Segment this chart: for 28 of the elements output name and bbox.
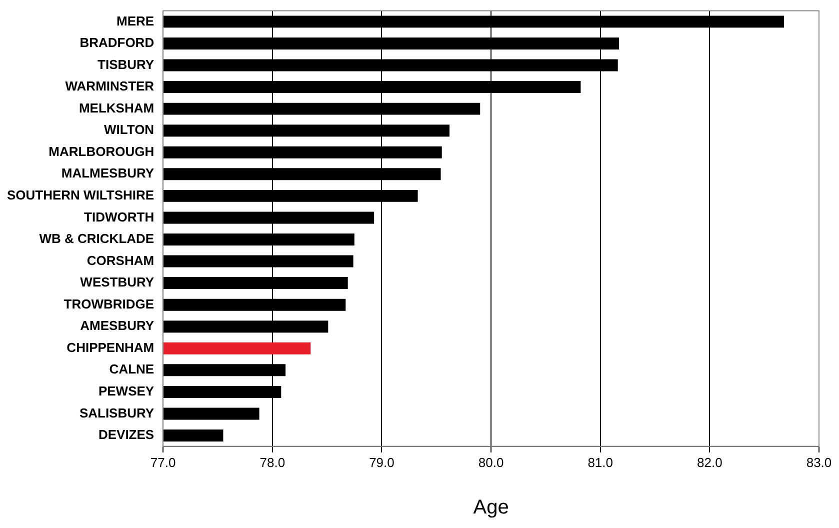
y-tick-label: MARLBOROUGH bbox=[48, 144, 154, 159]
y-tick-label: WESTBURY bbox=[80, 274, 154, 290]
x-axis-title: Age bbox=[473, 496, 509, 519]
x-tick-label: 82.0 bbox=[697, 454, 722, 470]
y-tick-label: WARMINSTER bbox=[65, 78, 155, 94]
x-tick-label: 81.0 bbox=[588, 454, 614, 470]
y-tick-label: WILTON bbox=[104, 122, 154, 138]
y-tick-label: WB & CRICKLADE bbox=[39, 231, 154, 246]
y-tick-label: MELKSHAM bbox=[78, 100, 154, 116]
y-tick-label: DEVIZES bbox=[98, 427, 154, 442]
y-tick-label: PEWSEY bbox=[98, 384, 154, 399]
y-tick-label: CORSHAM bbox=[86, 252, 154, 268]
x-tick-label: 78.0 bbox=[260, 454, 286, 470]
y-tick-label: AMESBURY bbox=[80, 318, 154, 334]
y-tick-label: CHIPPENHAM bbox=[66, 340, 154, 355]
y-tick-label: BRADFORD bbox=[80, 35, 154, 50]
x-tick-label: 83.0 bbox=[806, 454, 832, 470]
y-tick-label: TROWBRIDGE bbox=[64, 296, 154, 312]
x-tick-label: 80.0 bbox=[478, 454, 504, 470]
y-tick-label: TIDWORTH bbox=[84, 209, 154, 224]
y-tick-label: SALISBURY bbox=[79, 405, 154, 420]
x-tick-label: 77.0 bbox=[150, 454, 176, 470]
y-tick-label: MERE bbox=[116, 13, 154, 28]
x-tick-label: 79.0 bbox=[369, 454, 394, 470]
y-tick-label: MALMESBURY bbox=[61, 166, 154, 181]
y-tick-label: CALNE bbox=[109, 362, 154, 377]
y-tick-label: SOUTHERN WILTSHIRE bbox=[6, 188, 154, 203]
y-tick-label: TISBURY bbox=[98, 56, 154, 72]
